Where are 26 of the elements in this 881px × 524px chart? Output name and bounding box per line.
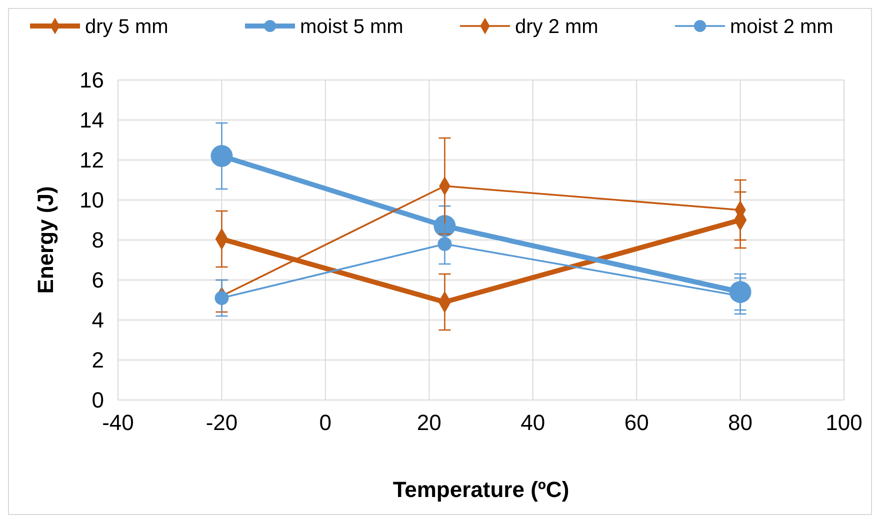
legend-label: moist 2 mm — [730, 16, 834, 38]
legend-label: moist 5 mm — [300, 16, 404, 38]
y-tick-label: 14 — [80, 108, 104, 133]
y-tick-label: 16 — [80, 68, 104, 93]
x-tick-label: -40 — [102, 410, 134, 435]
x-axis-title: Temperature (ºC) — [392, 477, 570, 502]
x-tick-label: 20 — [416, 410, 442, 435]
y-tick-label: 4 — [92, 308, 104, 333]
y-tick-label: 8 — [92, 228, 104, 253]
y-tick-label: 6 — [92, 268, 104, 293]
y-tick-label: 12 — [80, 148, 104, 173]
point — [438, 237, 452, 251]
x-tick-label: 0 — [319, 410, 332, 435]
y-axis-title: Energy (J) — [33, 186, 58, 294]
y-tick-label: 10 — [80, 188, 104, 213]
x-tick-label: -20 — [206, 410, 238, 435]
x-tick-label: 60 — [624, 410, 649, 435]
x-tick-label: 40 — [520, 410, 546, 435]
point — [214, 291, 229, 305]
y-tick-label: 2 — [92, 348, 104, 373]
legend-label: dry 2 mm — [515, 16, 598, 38]
point — [210, 145, 233, 167]
legend-label: dry 5 mm — [85, 16, 168, 38]
x-tick-label: 80 — [728, 410, 753, 435]
y-tick-label: 0 — [92, 388, 104, 413]
x-tick-label: 100 — [826, 410, 862, 435]
